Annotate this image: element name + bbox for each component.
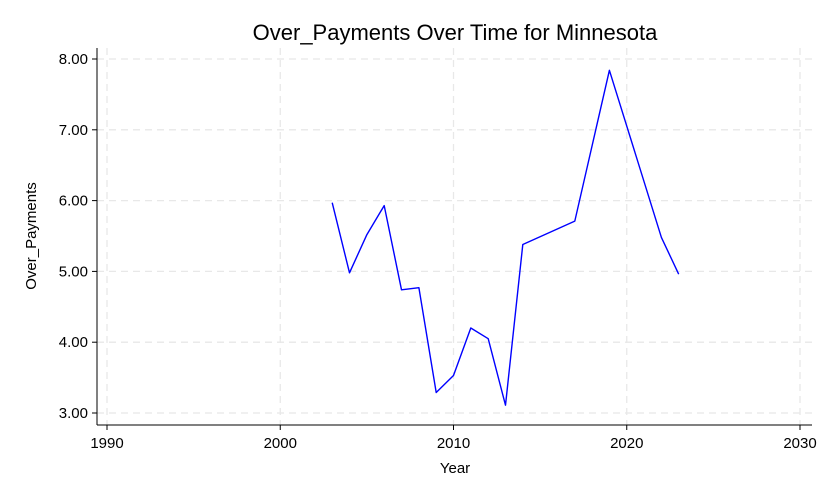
y-tick-label: 6.00 [59,193,88,210]
chart-title: Over_Payments Over Time for Minnesota [253,20,658,45]
y-tick-label: 8.00 [59,51,88,68]
x-tick-label: 1990 [90,435,123,452]
y-tick-label: 5.00 [59,263,88,280]
x-tick-label: 2010 [437,435,470,452]
y-tick-label: 7.00 [59,122,88,139]
grid-lines [97,48,812,425]
series-layer [331,69,680,406]
x-tick-label: 2030 [783,435,816,452]
x-axis-label: Year [440,460,470,477]
x-tick-label: 2020 [610,435,643,452]
y-axis-label: Over_Payments [23,182,40,290]
y-tick-label: 3.00 [59,405,88,422]
series-line [331,69,680,406]
axes [96,48,812,426]
x-tick-label: 2000 [264,435,297,452]
tick-marks: 3.00 4.00 5.00 6.00 7.00 8.00 1990 2000 2010 2020… [59,51,817,452]
y-tick-label: 4.00 [59,334,88,351]
